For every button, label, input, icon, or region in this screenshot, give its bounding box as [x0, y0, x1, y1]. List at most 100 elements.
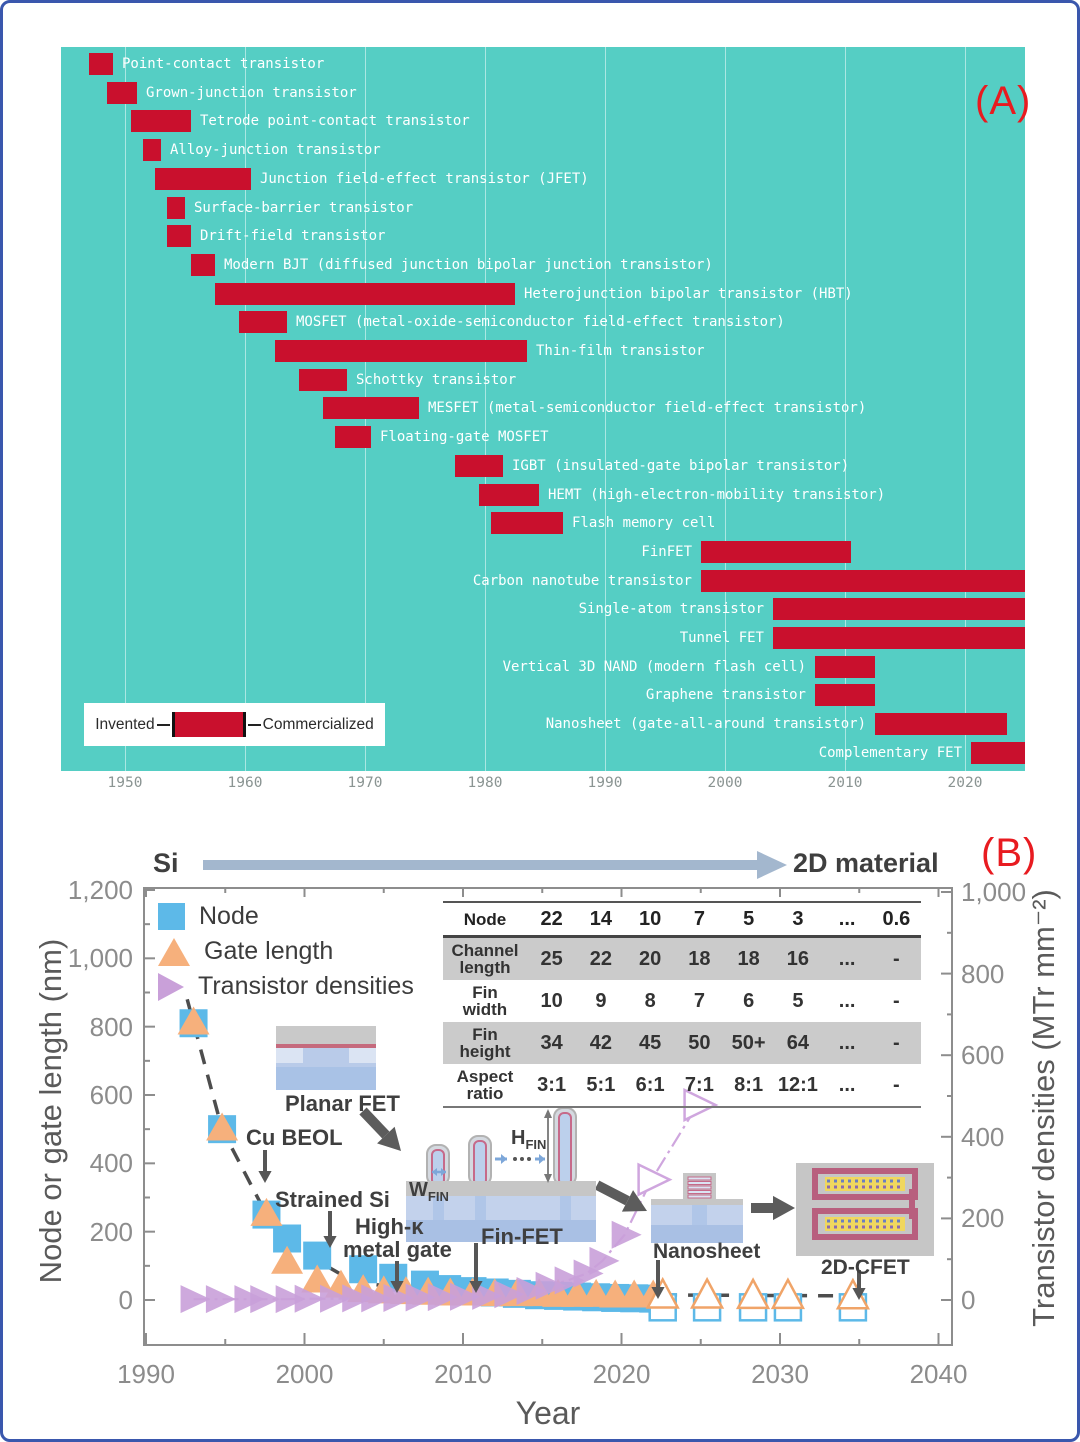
legend-item-gate-length: Gate length [158, 934, 414, 969]
y-right-tick-400: 400 [961, 1121, 1005, 1152]
timeline-bar-label: IGBT (insulated-gate bipolar transistor) [512, 457, 850, 474]
panel-a-gantt-chart: Point-contact transistor Grown-junction t… [61, 47, 1025, 771]
y-left-tick-200: 200 [89, 1216, 133, 1247]
table-header-cell: 22 [540, 907, 563, 930]
table-row: Aspect ratio 3:1 5:1 6:1 7:1 8:1 12:1... - [443, 1064, 921, 1106]
timeline-bar [479, 483, 539, 506]
legend-item-density: Transistor densities [158, 969, 414, 1004]
table-header-cell: 10 [639, 907, 662, 930]
annotation-2d-cfet: 2D-CFET [821, 1256, 910, 1279]
legend-commercialized-label: Commercialized [262, 715, 374, 733]
table-cell: - [893, 1031, 900, 1054]
table-cell: - [893, 1073, 900, 1096]
timeline-bar [155, 167, 251, 190]
fin-dimensions-table: Node 22 14 10 7 5 3... 0.6 Channel length 25 22 20 18… [443, 901, 921, 1108]
legend-invented-label: Invented [95, 715, 155, 733]
timeline-bar-label: HEMT (high-electron-mobility transistor) [548, 486, 886, 503]
table-header-cell: 0.6 [882, 907, 911, 930]
annotation-high-k-line1: High-κ [355, 1214, 424, 1239]
timeline-bar-label: MOSFET (metal-oxide-semiconductor field-… [296, 314, 785, 331]
x-tick-2010: 2010 [434, 1359, 492, 1389]
table-cell: 18 [688, 947, 711, 970]
table-cell: 9 [595, 989, 607, 1012]
x-tick-2040: 2040 [909, 1359, 968, 1389]
annotation-wfin: WFIN [409, 1179, 449, 1204]
table-header-row: Node 22 14 10 7 5 3... 0.6 [443, 903, 921, 938]
y-left-tick-800: 800 [89, 1011, 133, 1042]
gridline-2010 [845, 47, 846, 771]
legend-dash-right [247, 723, 261, 726]
y-right-tick-1,000: 1,000 [961, 877, 1027, 907]
timeline-bar [167, 196, 185, 219]
annotation-strained-si: Strained Si [275, 1187, 390, 1212]
timeline-bar [335, 426, 371, 449]
panel-a-tick-1990: 1990 [587, 775, 623, 791]
table-cell: 50 [688, 1031, 711, 1054]
legend-dash-left [156, 723, 170, 726]
annotation-cu-beol: Cu BEOL [246, 1125, 343, 1150]
timeline-bar [215, 282, 515, 305]
x-tick-2030: 2030 [751, 1359, 809, 1389]
table-cell: 10 [540, 989, 563, 1012]
gridline-1980 [485, 47, 486, 771]
table-header-cell: ... [838, 907, 856, 930]
table-cell: 7:1 [684, 1073, 714, 1096]
table-cell: 6:1 [635, 1073, 665, 1096]
timeline-bar-label: Graphene transistor [645, 687, 806, 704]
table-cell: Channel length [451, 941, 519, 977]
timeline-bar-label: Thin-film transistor [536, 343, 705, 359]
table-cell: 22 [589, 947, 612, 970]
legend-gate-label: Gate length [204, 937, 334, 965]
panel-a-tick-1960: 1960 [227, 775, 263, 791]
timeline-bar [107, 81, 137, 104]
y-left-tick-600: 600 [89, 1079, 133, 1110]
gate-length-marker-icon [158, 937, 190, 966]
table-cell: 64 [786, 1031, 809, 1054]
timeline-bar-label: Nanosheet (gate-all-around transistor) [545, 716, 866, 733]
timeline-bar [815, 655, 875, 678]
panel-a-tick-1970: 1970 [347, 775, 383, 791]
annotation-nanosheet: Nanosheet [653, 1240, 761, 1263]
table-cell: 42 [589, 1031, 612, 1054]
legend-node-label: Node [199, 902, 259, 930]
timeline-bar [815, 684, 875, 707]
table-cell: ... [838, 1031, 856, 1054]
panel-a-tick-2020: 2020 [947, 775, 983, 791]
timeline-bar [773, 627, 1025, 649]
timeline-bar-label: Tetrode point-contact transistor [200, 113, 470, 130]
table-cell: 45 [639, 1031, 662, 1054]
table-cell: 34 [540, 1031, 563, 1054]
timeline-bar [167, 225, 191, 248]
timeline-bar [323, 397, 419, 420]
annotation-planar-fet: Planar FET [285, 1091, 400, 1116]
panel-b-plot-frame [143, 887, 953, 1346]
timeline-bar-label: Junction field-effect transistor (JFET) [260, 170, 589, 187]
table-cell: - [893, 989, 900, 1012]
timeline-bar-label: Vertical 3D NAND (modern flash cell) [502, 658, 806, 675]
2d-material-label: 2D material [793, 848, 939, 878]
timeline-bar-label: Schottky transistor [356, 371, 517, 388]
gridline-2000 [725, 47, 726, 771]
si-label: Si [153, 848, 179, 878]
annotation-hfin: HFIN [511, 1127, 547, 1152]
table-cell: 8:1 [734, 1073, 764, 1096]
x-tick-1990: 1990 [117, 1359, 175, 1389]
table-cell: 20 [639, 947, 662, 970]
y-left-tick-1,200: 1,200 [67, 874, 133, 905]
table-cell: Fin height [459, 1025, 511, 1061]
panel-b-label: (B) [981, 831, 1038, 875]
annotation-fin-fet: Fin-FET [481, 1224, 563, 1249]
density-marker-icon [158, 972, 184, 1001]
table-cell: Fin width [462, 983, 508, 1019]
node-marker-icon [158, 903, 185, 930]
gridline-1950 [125, 47, 126, 771]
table-cell: 12:1 [777, 1073, 818, 1096]
panel-b-legend: Node Gate length Transistor densities [158, 899, 414, 1004]
table-cell: - [893, 947, 900, 970]
table-cell: 18 [737, 947, 760, 970]
x-axis-label: Year [515, 1395, 581, 1431]
table-cell: 8 [644, 989, 656, 1012]
timeline-bar [299, 368, 347, 391]
gridline-2020 [965, 47, 966, 771]
table-cell: ... [838, 989, 856, 1012]
